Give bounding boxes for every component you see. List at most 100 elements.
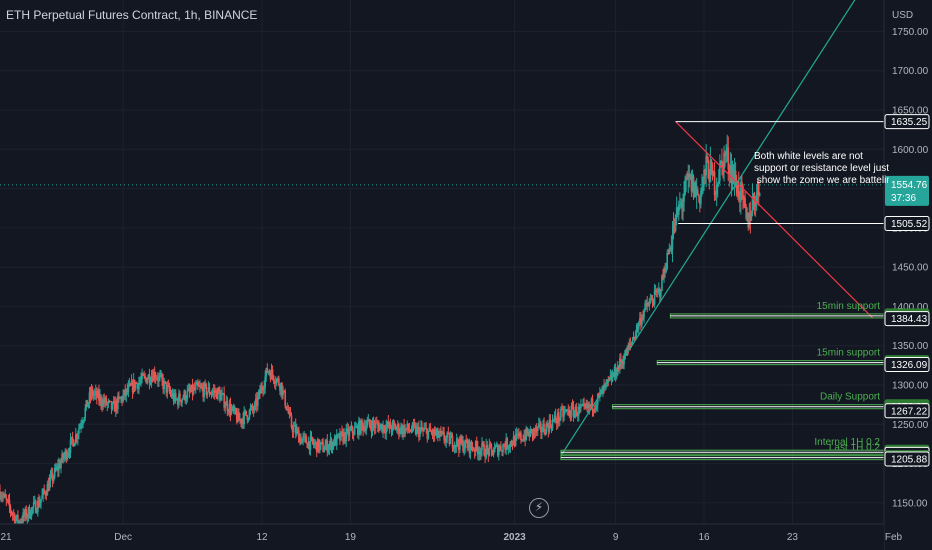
candle-body — [749, 213, 752, 221]
candle-body — [146, 379, 149, 384]
candle-body — [429, 427, 432, 432]
candle-body — [16, 514, 18, 519]
candle-body — [163, 381, 165, 389]
candle-body — [725, 152, 727, 156]
candle-body — [102, 399, 104, 407]
candle-body — [742, 185, 744, 198]
candle-body — [487, 448, 490, 456]
candle-body — [397, 424, 399, 429]
candle-body — [311, 437, 314, 443]
candle-body — [679, 203, 681, 205]
candle-body — [271, 369, 274, 376]
candle-body — [231, 406, 234, 410]
candle-body — [73, 443, 76, 447]
candle-body — [759, 193, 761, 196]
candle-body — [570, 405, 573, 417]
candle-body — [746, 212, 748, 219]
candle-body — [247, 418, 250, 420]
candle-body — [360, 420, 362, 434]
candle-body — [46, 484, 49, 496]
candle-body — [684, 179, 686, 195]
candle-body — [628, 343, 631, 349]
candle-body — [325, 440, 328, 446]
candle-body — [631, 340, 634, 343]
candle-body — [342, 432, 344, 443]
candle-body — [680, 202, 682, 204]
candle-body — [453, 444, 456, 449]
price-tag — [884, 216, 930, 232]
candle-body — [754, 204, 757, 207]
candle-body — [574, 406, 577, 413]
candle-body — [535, 426, 538, 432]
candle-body — [624, 350, 626, 360]
candle-body — [74, 434, 77, 444]
candle-body — [449, 437, 452, 444]
candle-body — [693, 182, 696, 198]
candle-body — [212, 390, 215, 392]
candle-body — [421, 426, 423, 431]
candle-body — [719, 163, 721, 181]
candle-body — [512, 436, 515, 446]
candle-body — [168, 385, 171, 392]
candle-body — [120, 397, 122, 399]
candle-body — [142, 373, 144, 376]
candle-body — [258, 390, 260, 397]
candle-body — [307, 441, 310, 448]
candle-body — [550, 425, 553, 429]
candle-body — [737, 181, 740, 199]
candle-body — [143, 375, 145, 377]
lightning-icon[interactable]: ⚡ — [529, 498, 549, 518]
candle-body — [351, 426, 354, 434]
candle-body — [60, 461, 62, 468]
candle-body — [167, 385, 170, 387]
candle-body — [694, 182, 697, 196]
candle-body — [61, 453, 63, 462]
candle-body — [683, 194, 685, 202]
candle-body — [401, 426, 403, 435]
candle-body — [734, 170, 737, 184]
candle-body — [732, 170, 735, 183]
candle-body — [104, 397, 107, 404]
candle-body — [418, 426, 420, 438]
candle-body — [29, 516, 32, 518]
candle-body — [588, 404, 591, 409]
candle-body — [622, 362, 624, 365]
candle-body — [47, 484, 50, 491]
candle-body — [545, 423, 547, 435]
candle-body — [372, 421, 375, 425]
candle-body — [706, 156, 708, 161]
candle-body — [352, 433, 355, 435]
candle-body — [483, 444, 485, 456]
candle-body — [616, 366, 619, 376]
candle-body — [239, 418, 241, 421]
price-tag — [884, 357, 930, 373]
candle-body — [583, 403, 585, 405]
candle-body — [482, 443, 484, 445]
candle-body — [241, 418, 243, 423]
candle-body — [454, 444, 457, 447]
candle-body — [533, 429, 536, 433]
candle-body — [140, 379, 142, 382]
candle-body — [415, 427, 418, 435]
candle-body — [148, 374, 151, 384]
candle-body — [137, 383, 139, 390]
candle-body — [145, 377, 148, 384]
candle-body — [193, 387, 196, 390]
candle-body — [566, 409, 569, 411]
candle-body — [329, 439, 332, 445]
candle-body — [480, 450, 482, 455]
candle-body — [319, 444, 321, 451]
candle-body — [158, 376, 160, 381]
candle-body — [249, 408, 252, 411]
candle-body — [354, 427, 357, 428]
candle-body — [264, 376, 266, 388]
candle-body — [21, 521, 23, 523]
candle-body — [522, 439, 524, 441]
candle-body — [398, 424, 400, 434]
candle-body — [362, 424, 364, 431]
candle-body — [44, 492, 47, 495]
time-axis-background — [0, 524, 884, 550]
candle-body — [228, 404, 231, 413]
